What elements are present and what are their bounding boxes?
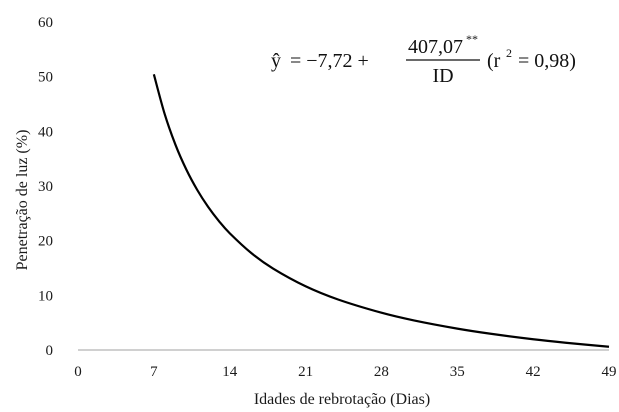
series-line [152, 74, 610, 348]
y-tick-label: 20 [38, 234, 53, 250]
equation-yhat: ŷ [271, 50, 281, 72]
equation-constant: = −7,72 + [285, 50, 374, 72]
x-tick-labels: 0 7 14 21 28 35 42 49 [74, 364, 616, 380]
y-axis-title: Penetração de luz (%) [14, 130, 31, 271]
x-tick-label: 35 [450, 364, 465, 380]
y-tick-label: 60 [38, 15, 53, 31]
y-tick-label: 50 [38, 70, 53, 86]
y-tick-labels: 0 10 20 30 40 50 60 [38, 15, 53, 359]
x-tick-label: 49 [602, 364, 617, 380]
x-tick-label: 14 [222, 364, 238, 380]
y-tick-label: 40 [38, 124, 53, 140]
equation-annotation: ŷ = −7,72 + 407,07 ** ID (r 2 = 0,98) [271, 32, 576, 87]
x-tick-label: 7 [150, 364, 158, 380]
equation-r-value: = 0,98) [513, 50, 576, 72]
x-tick-label: 21 [298, 364, 313, 380]
equation-numerator: 407,07 [408, 36, 463, 58]
equation-r-exponent: 2 [506, 46, 512, 60]
y-tick-label: 0 [46, 343, 54, 359]
x-tick-label: 0 [74, 364, 82, 380]
y-tick-label: 30 [38, 179, 53, 195]
x-tick-label: 42 [526, 364, 541, 380]
x-tick-label: 28 [374, 364, 389, 380]
x-axis-title: Idades de rebrotação (Dias) [254, 391, 430, 408]
equation-r-open: (r [487, 50, 501, 72]
y-tick-label: 10 [38, 288, 53, 304]
equation-significance: ** [466, 32, 478, 46]
equation-denominator: ID [432, 65, 453, 87]
